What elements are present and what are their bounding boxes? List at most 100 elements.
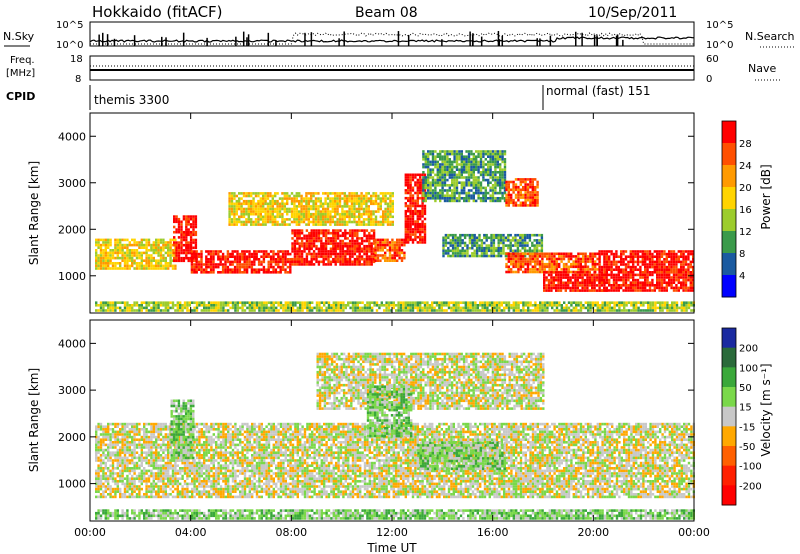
heat-cell <box>562 276 565 279</box>
heat-cell <box>453 165 456 169</box>
heat-cell <box>522 309 525 312</box>
heat-cell <box>510 257 513 261</box>
heat-cell <box>346 220 349 224</box>
heat-cell <box>434 184 437 187</box>
heat-cell <box>529 196 532 199</box>
heat-cell <box>281 258 285 261</box>
heat-cell <box>336 229 340 232</box>
heat-cell <box>358 244 361 248</box>
heat-cell <box>603 286 606 290</box>
heat-cell <box>546 252 549 256</box>
heat-cell <box>379 259 382 262</box>
heat-cell <box>672 289 676 292</box>
heat-cell <box>355 223 358 226</box>
heat-cell <box>362 197 366 200</box>
heat-cell <box>250 223 253 226</box>
heat-cell <box>111 306 115 310</box>
heat-cell <box>384 215 387 219</box>
heat-cell <box>477 197 480 200</box>
heat-cell <box>276 223 279 226</box>
heat-cell <box>396 241 399 244</box>
heat-cell <box>367 207 370 211</box>
heat-cell <box>140 254 143 257</box>
heat-cell <box>456 254 460 258</box>
heat-cell <box>687 271 690 274</box>
heat-cell <box>322 207 325 211</box>
heat-cell <box>522 201 525 205</box>
heat-cell <box>182 215 186 218</box>
heat-cell <box>247 194 250 198</box>
heat-cell <box>512 180 515 184</box>
heat-cell <box>600 281 603 285</box>
heat-cell <box>617 265 620 269</box>
station-title: Hokkaido (fitACF) <box>92 3 223 21</box>
heat-cell <box>238 268 242 271</box>
heat-cell <box>287 306 290 310</box>
heat-cell <box>524 178 527 181</box>
heat-cell <box>526 241 529 245</box>
heat-cell <box>245 271 249 274</box>
heat-cell <box>502 246 505 250</box>
heat-cell <box>318 301 321 304</box>
heat-cell <box>416 183 419 187</box>
heat-cell <box>682 252 685 256</box>
heat-cell <box>197 268 201 271</box>
heat-cell <box>629 260 632 264</box>
heat-cell <box>254 205 258 208</box>
heat-cell <box>119 241 122 244</box>
heat-cell <box>423 304 427 307</box>
heat-cell <box>526 183 530 186</box>
heat-cell <box>453 189 456 192</box>
heat-cell <box>629 281 632 284</box>
heat-cell <box>538 239 541 242</box>
heat-cell <box>482 191 485 195</box>
heat-cell <box>319 223 322 226</box>
heat-cell <box>97 238 100 242</box>
heat-cell <box>441 197 444 200</box>
heat-cell <box>344 306 347 310</box>
heat-cell <box>291 257 294 261</box>
heat-cell <box>312 242 316 245</box>
heat-cell <box>329 260 333 264</box>
heat-cell <box>167 301 170 304</box>
heat-cell <box>521 236 524 240</box>
heat-cell <box>546 309 549 312</box>
noise-frame <box>89 21 695 47</box>
heat-cell <box>467 178 471 182</box>
heat-cell <box>574 278 577 282</box>
heat-cell <box>510 252 513 256</box>
heat-cell <box>175 230 178 234</box>
heat-cell <box>483 306 487 310</box>
heat-cell <box>264 202 267 206</box>
heat-cell <box>451 163 454 166</box>
heat-cell <box>312 207 315 211</box>
heat-cell <box>133 301 136 304</box>
heat-cell <box>571 276 575 279</box>
heat-cell <box>463 165 466 169</box>
heat-cell <box>577 260 580 263</box>
heat-cell <box>596 304 599 307</box>
heat-cell <box>368 231 371 235</box>
heat-cell <box>360 250 364 253</box>
heat-cell <box>353 244 357 248</box>
heat-cell <box>436 155 439 158</box>
heat-cell <box>414 204 417 208</box>
heat-cell <box>230 199 234 203</box>
heat-cell <box>615 265 618 269</box>
heat-cell <box>489 171 492 174</box>
heat-cell <box>343 194 346 198</box>
heat-cell <box>344 234 347 238</box>
heat-cell <box>279 268 282 271</box>
heat-cell <box>169 264 172 268</box>
heat-cell <box>348 210 351 213</box>
heat-cell <box>431 178 435 182</box>
heat-cell <box>307 215 310 219</box>
heat-cell <box>185 215 188 218</box>
heat-cell <box>119 267 122 270</box>
heat-cell <box>489 189 492 192</box>
heat-cell <box>460 176 463 179</box>
heat-cell <box>460 197 463 200</box>
heat-cell <box>169 301 172 304</box>
heat-cell <box>95 256 98 260</box>
heat-cell <box>385 306 388 310</box>
